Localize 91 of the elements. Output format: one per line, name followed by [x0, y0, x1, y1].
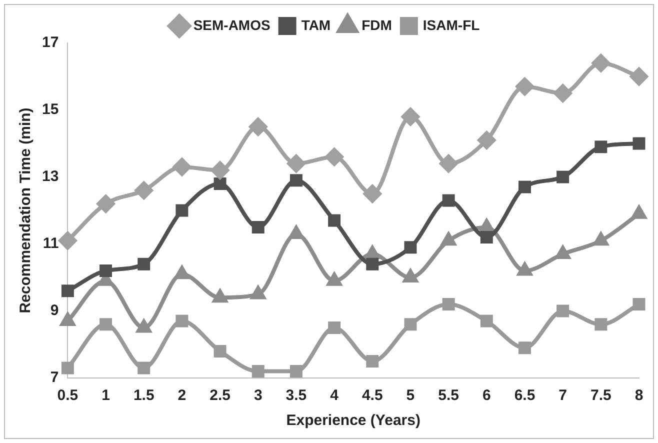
- point: [518, 180, 531, 194]
- point: [214, 177, 226, 190]
- x-tick-label: 2.5: [210, 387, 230, 404]
- point: [327, 272, 342, 286]
- point: [403, 270, 418, 282]
- point: [61, 362, 74, 374]
- point: [556, 170, 570, 184]
- point: [134, 181, 153, 200]
- point: [594, 318, 608, 331]
- point: [328, 214, 341, 227]
- point: [212, 290, 228, 303]
- point: [176, 204, 188, 217]
- point: [100, 318, 112, 331]
- point: [441, 232, 456, 246]
- y-tick-label: 15: [42, 101, 59, 118]
- point: [478, 131, 496, 150]
- point: [60, 313, 75, 326]
- x-tick-label: 3: [254, 387, 262, 404]
- point: [211, 161, 230, 180]
- point: [442, 194, 455, 207]
- point: [325, 148, 344, 166]
- point: [366, 355, 379, 368]
- point: [554, 84, 572, 102]
- point: [480, 231, 493, 244]
- y-tick-label: 7: [50, 369, 59, 386]
- legend-label: SEM-AMOS: [193, 16, 270, 33]
- x-tick-label: 7.5: [590, 387, 612, 404]
- x-tick-label: 5: [406, 387, 415, 404]
- point: [328, 322, 341, 334]
- point: [632, 298, 646, 311]
- point: [401, 108, 420, 126]
- x-tick-label: 1.5: [133, 387, 154, 404]
- x-tick-label: 3.5: [286, 387, 307, 404]
- point: [252, 365, 264, 378]
- point: [630, 68, 648, 86]
- y-tick-label: 13: [42, 168, 59, 186]
- x-tick-label: 6.5: [514, 387, 536, 404]
- x-tick-label: 4: [330, 387, 340, 404]
- x-tick-label: 5.5: [438, 387, 459, 404]
- point: [404, 318, 417, 331]
- point: [632, 206, 646, 219]
- point: [172, 158, 191, 176]
- x-axis-title: Experience (Years): [286, 412, 420, 430]
- point: [138, 258, 150, 270]
- x-tick-label: 4.5: [362, 387, 383, 404]
- point: [518, 342, 531, 354]
- point: [96, 194, 115, 213]
- x-tick-label: 1: [102, 387, 110, 404]
- legend-label: ISAM-FL: [422, 16, 480, 33]
- point: [632, 137, 646, 150]
- point: [365, 246, 380, 260]
- point: [480, 314, 493, 328]
- point: [556, 304, 570, 318]
- point: [61, 284, 74, 298]
- point: [176, 314, 188, 328]
- point: [290, 365, 302, 378]
- x-tick-label: 8: [634, 387, 644, 404]
- point: [252, 221, 264, 234]
- point: [100, 264, 112, 278]
- point: [289, 226, 304, 239]
- legend-label: TAM: [301, 16, 331, 33]
- y-tick-label: 9: [50, 302, 59, 320]
- point: [363, 184, 382, 203]
- point: [442, 298, 455, 311]
- point: [136, 320, 152, 333]
- x-tick-label: 2: [178, 387, 186, 404]
- y-tick-label: 17: [42, 34, 59, 52]
- point: [58, 232, 77, 250]
- x-tick-label: 7: [558, 387, 567, 404]
- point: [592, 54, 610, 72]
- point: [594, 232, 608, 246]
- point: [404, 241, 417, 254]
- point: [556, 246, 570, 260]
- point: [138, 362, 150, 374]
- point: [366, 258, 379, 270]
- point: [518, 262, 532, 276]
- point: [290, 174, 302, 187]
- x-tick-label: 6: [482, 387, 491, 404]
- point: [174, 266, 190, 280]
- point: [440, 154, 458, 173]
- legend-label: FDM: [362, 16, 392, 33]
- y-axis-title: Recommendation Time (min): [17, 108, 34, 314]
- y-tick-label: 11: [42, 235, 59, 252]
- point: [287, 154, 306, 173]
- point: [516, 78, 534, 96]
- point: [249, 118, 268, 136]
- point: [250, 286, 266, 300]
- point: [594, 140, 608, 154]
- point: [479, 219, 494, 232]
- point: [214, 344, 226, 358]
- x-tick-label: 0.5: [57, 387, 78, 404]
